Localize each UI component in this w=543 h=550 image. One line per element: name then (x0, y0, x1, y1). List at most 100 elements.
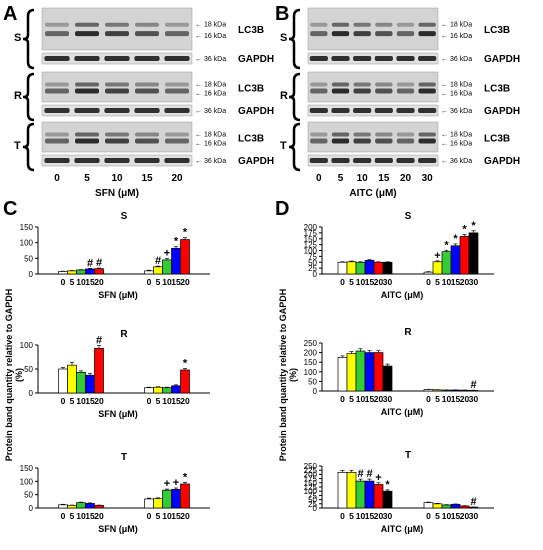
lane-label: 5 (338, 173, 344, 184)
lane-label: 15 (141, 173, 153, 184)
gapdh-band (44, 158, 70, 163)
significance-mark: + (164, 478, 170, 490)
bar (67, 270, 77, 275)
lc3b-label: LC3B (484, 84, 510, 95)
gapdh-band (331, 158, 350, 163)
lc3b-band-18 (165, 132, 189, 137)
lc3b-blot (41, 7, 193, 51)
lane-label: 30 (422, 173, 434, 184)
bar (382, 261, 393, 275)
significance-mark: * (462, 224, 467, 236)
lc3b-band-18 (310, 22, 328, 27)
bar (355, 480, 366, 509)
y-tick-label: 0 (29, 504, 34, 513)
y-tick-label: 25 (308, 264, 317, 273)
blot-group-label: T (280, 140, 287, 152)
bar (432, 503, 443, 509)
panel-label-b: B (275, 3, 289, 25)
gapdh-band (104, 108, 130, 113)
lc3b-band-18 (375, 132, 393, 137)
gapdh-band (353, 108, 372, 113)
lc3b-band-16 (418, 88, 436, 94)
lc3b-band-18 (396, 22, 415, 27)
x-tick-label: 5 (435, 277, 440, 287)
lane-label: 20 (171, 173, 183, 184)
kda-18-label: ← 18 kDa (441, 132, 472, 139)
panel-label-a: A (3, 3, 17, 25)
y-tick-label: 100 (20, 239, 34, 248)
lc3b-blot (41, 121, 193, 153)
gapdh-band (418, 108, 437, 113)
gapdh-band (164, 56, 190, 61)
lc3b-band-18 (396, 132, 415, 137)
lc3b-band-18 (331, 22, 350, 27)
panel-label-c: C (3, 198, 17, 220)
lc3b-band-16 (75, 138, 99, 144)
significance-mark: * (183, 471, 188, 483)
significance-mark: # (470, 496, 476, 508)
x-tick-label: 30 (469, 277, 479, 287)
x-axis-label: AITC (μM) (381, 290, 424, 300)
lc3b-blot (41, 71, 193, 103)
bar (67, 504, 77, 509)
blot-group-label: T (14, 140, 21, 152)
bar (162, 259, 172, 275)
significance-mark: + (375, 472, 381, 484)
x-tick-label: 20 (460, 277, 470, 287)
x-tick-label: 10 (76, 511, 86, 521)
x-tick-label: 15 (171, 277, 181, 287)
gapdh-band (74, 158, 100, 163)
x-tick-label: 10 (356, 394, 366, 404)
x-tick-label: 20 (180, 511, 190, 521)
bar (364, 260, 375, 275)
kda-18-label: ← 18 kDa (441, 22, 472, 29)
x-tick-label: 20 (180, 277, 190, 287)
x-tick-label: 30 (469, 511, 479, 521)
lc3b-label: LC3B (484, 25, 510, 36)
bar (382, 490, 393, 509)
x-tick-label: 10 (442, 394, 452, 404)
x-tick-label: 15 (85, 511, 95, 521)
y-tick-label: 200 (304, 349, 318, 358)
x-tick-label: 5 (349, 394, 354, 404)
y-axis-label-c-unit: (%) (14, 368, 24, 382)
x-tick-label: 0 (426, 511, 431, 521)
lc3b-band-16 (165, 138, 189, 144)
significance-mark: # (366, 468, 372, 480)
gapdh-band (134, 56, 160, 61)
bar (432, 261, 443, 275)
y-tick-label: 100 (304, 487, 318, 496)
lane-label: 10 (357, 173, 369, 184)
lc3b-band-16 (310, 31, 328, 37)
lc3b-band-16 (105, 31, 129, 37)
gapdh-band (134, 108, 160, 113)
lc3b-band-16 (105, 138, 129, 144)
kda-16-label: ← 16 kDa (441, 141, 472, 148)
y-tick-label: 125 (304, 241, 318, 250)
y-tick-label: 0 (313, 387, 318, 396)
gapdh-band (396, 56, 415, 61)
bar (459, 505, 470, 509)
chart-title: S (121, 211, 128, 222)
kda-36-label: ← 36 kDa (195, 56, 226, 63)
x-tick-label: 5 (349, 277, 354, 287)
bar (337, 261, 348, 275)
bar (94, 348, 104, 394)
lc3b-band-16 (135, 31, 159, 37)
lc3b-band-18 (135, 132, 159, 137)
lc3b-band-18 (396, 82, 415, 87)
bar (423, 502, 434, 509)
x-tick-label: 15 (451, 394, 461, 404)
lc3b-band-16 (75, 88, 99, 94)
gapdh-blot (307, 52, 439, 65)
bar (180, 483, 190, 509)
gapdh-band (44, 108, 70, 113)
y-tick-label: 250 (304, 339, 318, 348)
lc3b-band-18 (135, 22, 159, 27)
kda-18-label: ← 18 kDa (441, 82, 472, 89)
lc3b-band-18 (418, 22, 436, 27)
lane-label: 0 (54, 173, 60, 184)
kda-36-label: ← 36 kDa (441, 108, 472, 115)
bar (171, 385, 181, 394)
blot-group-label: S (280, 32, 287, 44)
